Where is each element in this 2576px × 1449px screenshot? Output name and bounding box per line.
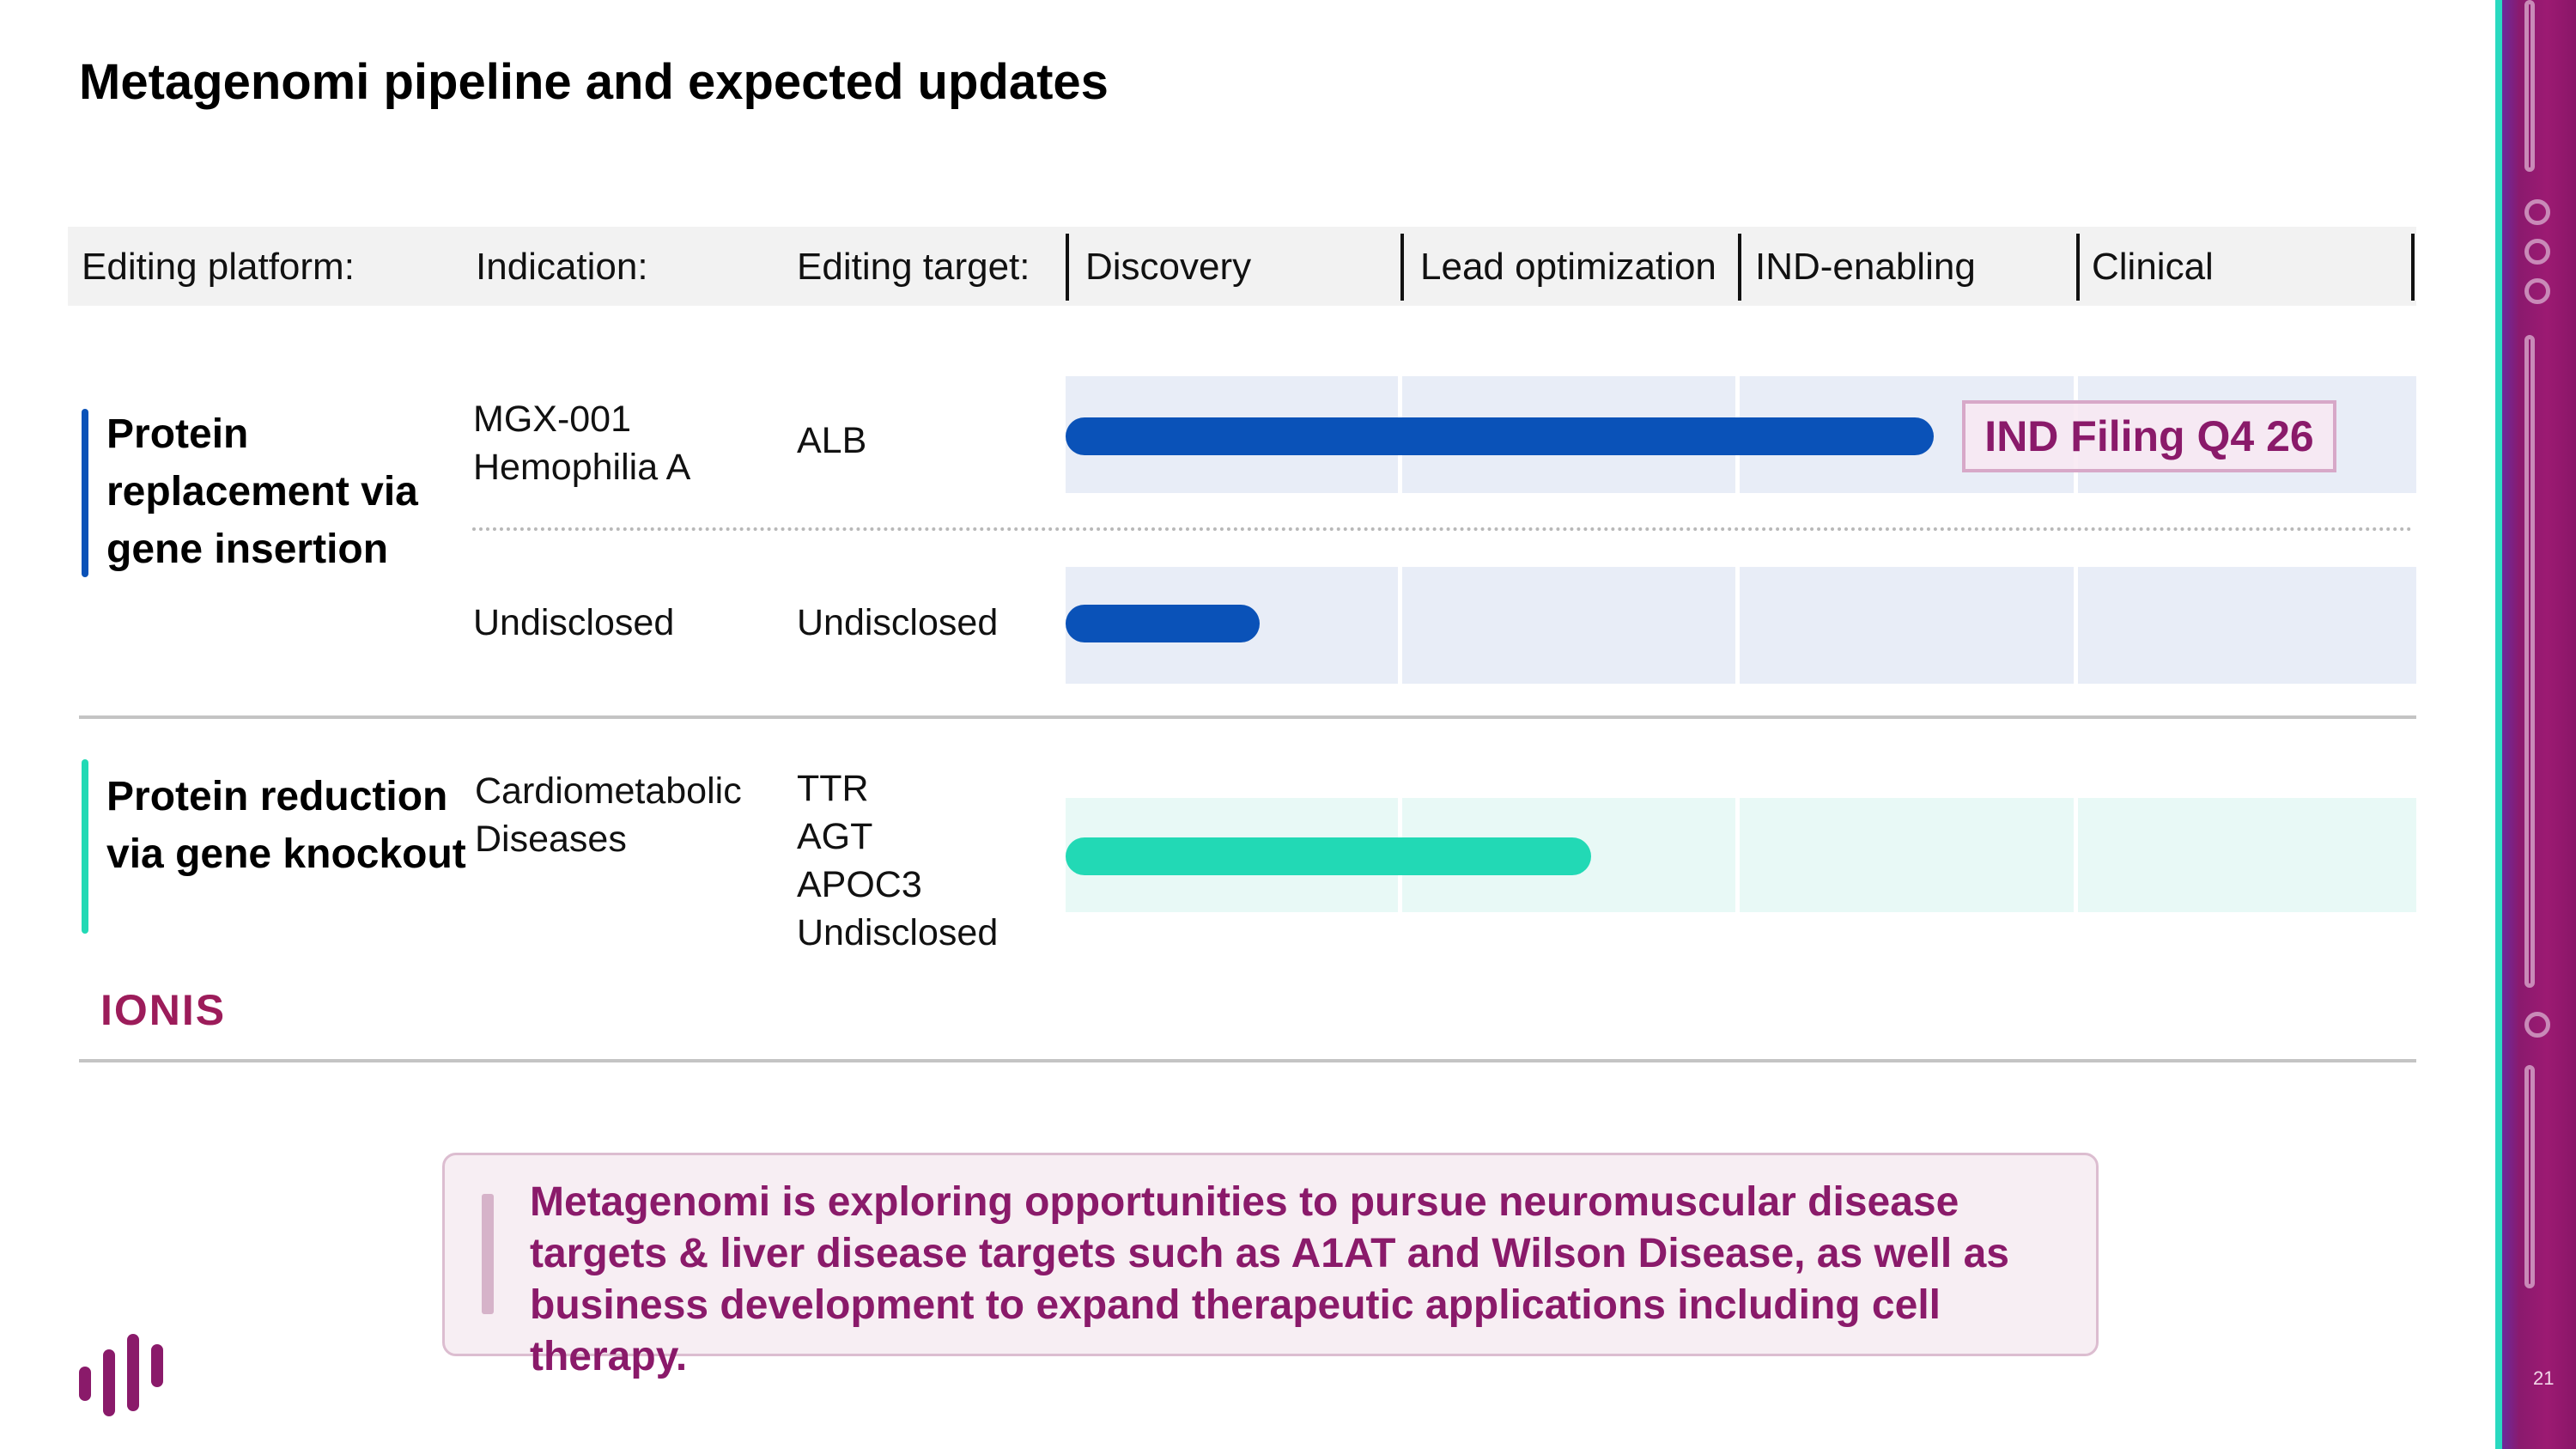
milestone-badge: IND Filing Q4 26 — [1962, 400, 2336, 472]
phase-divider — [2411, 234, 2415, 301]
group-divider — [79, 1059, 2416, 1062]
phase-divider — [1738, 234, 1741, 301]
progress-bar — [1066, 837, 1591, 875]
indication-line: Cardiometabolic — [475, 770, 742, 812]
group-divider — [79, 715, 2416, 719]
callout-text: Metagenomi is exploring opportunities to… — [530, 1179, 2009, 1379]
group-accent-bar — [82, 759, 88, 934]
page-title: Metagenomi pipeline and expected updates — [79, 54, 1109, 110]
callout-accent — [482, 1194, 494, 1314]
circuit-trace-icon — [2524, 335, 2535, 988]
header-editing-target: Editing target: — [797, 246, 1030, 288]
progress-bar — [1066, 605, 1260, 642]
page-number: 21 — [2533, 1367, 2555, 1389]
circuit-node-icon — [2524, 278, 2550, 304]
row-divider — [472, 527, 2413, 531]
phase-gap — [2074, 567, 2078, 684]
table-header — [68, 227, 2416, 306]
phase-gap — [1735, 798, 1740, 912]
target-line: TTR — [797, 768, 869, 809]
target-line: AGT — [797, 816, 873, 857]
header-phase-lead-optimization: Lead optimization — [1420, 246, 1716, 288]
circuit-trace-icon — [2524, 0, 2535, 172]
phase-divider — [1400, 234, 1404, 301]
indication-line: Hemophilia A — [473, 447, 691, 488]
header-phase-clinical: Clinical — [2092, 246, 2214, 288]
phase-divider — [2076, 234, 2080, 301]
phase-divider — [1066, 234, 1069, 301]
circuit-node-icon — [2524, 239, 2550, 265]
phase-gap — [2074, 798, 2078, 912]
indication-line: MGX-001 — [473, 399, 632, 440]
ionis-logo: IONIS — [100, 986, 227, 1034]
phase-track — [1066, 567, 2416, 684]
target-line: Undisclosed — [797, 602, 999, 643]
header-phase-discovery: Discovery — [1085, 246, 1252, 288]
header-indication: Indication: — [476, 246, 648, 288]
phase-gap — [1735, 567, 1740, 684]
target-line: Undisclosed — [797, 912, 999, 953]
header-editing-platform: Editing platform: — [82, 246, 355, 288]
progress-bar — [1066, 417, 1934, 455]
circuit-node-icon — [2524, 1012, 2550, 1038]
header-phase-ind-enabling: IND-enabling — [1755, 246, 1976, 288]
callout-box — [442, 1153, 2099, 1356]
indication-line: Diseases — [475, 819, 627, 860]
circuit-node-icon — [2524, 199, 2550, 225]
platform-label: Protein replacement via gene insertion — [106, 411, 418, 572]
phase-gap — [1398, 567, 1402, 684]
group-accent-bar — [82, 409, 88, 577]
target-line: ALB — [797, 420, 867, 461]
target-line: APOC3 — [797, 864, 922, 905]
circuit-trace-icon — [2524, 1065, 2535, 1288]
indication-line: Undisclosed — [473, 602, 675, 643]
platform-label: Protein reduction via gene knockout — [106, 774, 466, 877]
